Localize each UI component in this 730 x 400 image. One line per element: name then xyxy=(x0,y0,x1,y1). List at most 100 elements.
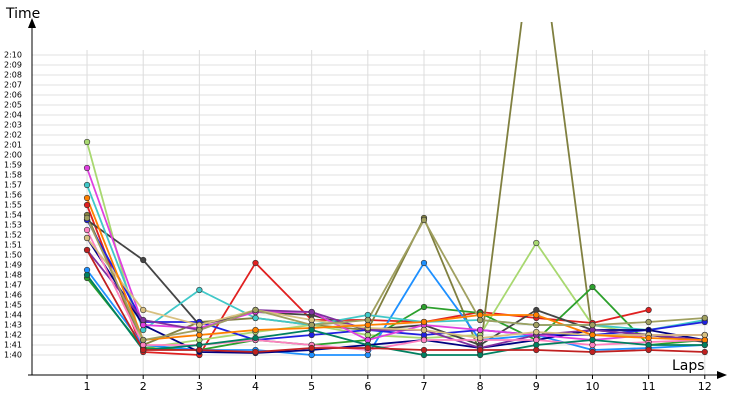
data-point xyxy=(140,316,147,324)
labels: 1:401:411:421:431:441:451:461:471:481:49… xyxy=(4,51,712,394)
y-tick-label: 1:56 xyxy=(4,191,22,200)
y-tick-label: 2:02 xyxy=(4,131,22,140)
data-point xyxy=(533,311,540,319)
x-axis-title: Laps xyxy=(672,358,705,374)
y-axis-title: Time xyxy=(5,6,40,22)
data-point xyxy=(589,348,596,356)
data-point xyxy=(252,314,259,322)
data-point xyxy=(83,164,91,172)
data-point xyxy=(83,271,91,279)
x-tick-label: 9 xyxy=(533,380,540,393)
data-point xyxy=(364,316,371,324)
y-tick-label: 1:52 xyxy=(4,231,22,240)
data-point xyxy=(252,334,259,342)
series-line xyxy=(86,249,705,349)
series-line xyxy=(86,219,705,341)
y-tick-label: 2:09 xyxy=(4,61,22,70)
x-tick-label: 1 xyxy=(84,380,91,393)
y-tick-label: 2:04 xyxy=(4,111,22,120)
x-tick-label: 12 xyxy=(698,380,712,393)
data-point xyxy=(701,348,708,356)
data-point xyxy=(701,314,708,322)
y-tick-label: 1:48 xyxy=(4,271,22,280)
data-point xyxy=(645,306,652,314)
y-tick-label: 2:07 xyxy=(4,81,22,90)
data-point xyxy=(477,334,484,342)
data-point xyxy=(83,194,91,202)
data-point xyxy=(533,239,540,247)
series-line xyxy=(86,217,705,342)
y-tick-label: 2:10 xyxy=(4,51,22,60)
y-tick-label: 1:41 xyxy=(4,341,22,350)
y-axis-arrow xyxy=(28,18,36,28)
y-tick-label: 2:03 xyxy=(4,121,22,130)
data-point xyxy=(252,348,259,356)
y-tick-label: 1:45 xyxy=(4,301,22,310)
y-tick-label: 1:44 xyxy=(4,311,22,320)
data-point xyxy=(196,286,203,294)
x-tick-label: 5 xyxy=(308,380,315,393)
data-point xyxy=(420,326,428,334)
data-point xyxy=(420,346,428,354)
data-point xyxy=(420,318,428,326)
data-point xyxy=(196,346,203,354)
data-point xyxy=(420,303,428,311)
data-point xyxy=(140,346,147,354)
data-point xyxy=(533,328,540,336)
y-tick-label: 2:08 xyxy=(4,71,22,80)
data-point xyxy=(252,306,259,314)
data-point xyxy=(701,341,708,349)
data-point xyxy=(364,344,371,352)
data-point xyxy=(196,326,203,334)
data-point xyxy=(477,316,484,324)
x-tick-label: 11 xyxy=(642,380,656,393)
y-tick-label: 1:42 xyxy=(4,331,22,340)
x-tick-label: 4 xyxy=(252,380,259,393)
y-tick-label: 1:50 xyxy=(4,251,22,260)
x-tick-label: 6 xyxy=(364,380,371,393)
data-point xyxy=(140,306,147,314)
data-point xyxy=(83,201,91,209)
y-tick-label: 1:49 xyxy=(4,261,22,270)
data-point xyxy=(308,308,315,316)
series-line xyxy=(86,249,705,353)
series-line xyxy=(86,167,705,341)
data-point xyxy=(589,336,596,344)
y-tick-label: 2:01 xyxy=(4,141,22,150)
x-tick-label: 3 xyxy=(196,380,203,393)
y-tick-label: 1:51 xyxy=(4,241,22,250)
y-tick-label: 1:40 xyxy=(4,351,22,360)
y-tick-label: 1:46 xyxy=(4,291,22,300)
series-line xyxy=(86,197,705,341)
data-point xyxy=(83,214,91,222)
data-point xyxy=(645,334,652,342)
data-point xyxy=(420,336,428,344)
data-point xyxy=(308,326,315,334)
y-tick-label: 1:47 xyxy=(4,281,22,290)
series-line xyxy=(86,274,705,356)
data-point xyxy=(83,138,91,146)
data-point xyxy=(589,283,596,291)
plot-area xyxy=(83,22,708,359)
data-point xyxy=(83,246,91,254)
data-point xyxy=(140,336,147,344)
data-point xyxy=(589,321,596,329)
x-tick-label: 2 xyxy=(140,380,147,393)
data-point xyxy=(83,234,91,242)
data-point xyxy=(645,318,652,326)
data-point xyxy=(252,326,259,334)
series-line xyxy=(86,22,705,356)
data-point xyxy=(645,346,652,354)
data-point xyxy=(252,259,259,267)
series-line xyxy=(86,277,705,351)
data-point xyxy=(83,226,91,234)
y-tick-label: 1:54 xyxy=(4,211,22,220)
data-point xyxy=(533,321,540,329)
y-tick-label: 2:06 xyxy=(4,91,22,100)
data-point xyxy=(533,346,540,354)
data-point xyxy=(308,344,315,352)
y-tick-label: 1:53 xyxy=(4,221,22,230)
y-tick-label: 2:00 xyxy=(4,151,22,160)
y-tick-label: 1:59 xyxy=(4,161,22,170)
